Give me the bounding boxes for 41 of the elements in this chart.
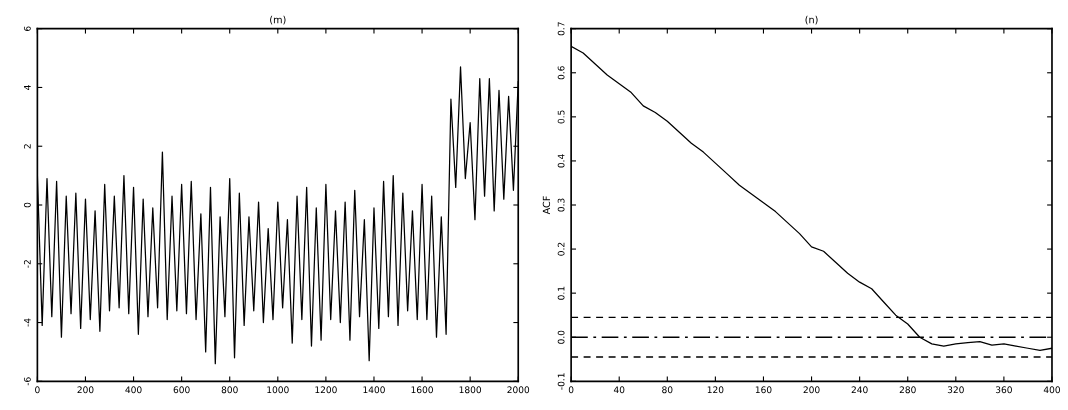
x-tick-label: 400 — [125, 386, 142, 394]
y-tick-label: 6 — [23, 26, 31, 31]
y-tick-label: -4 — [24, 318, 31, 327]
x-tick-label: 1400 — [363, 386, 385, 394]
chart-title: (n) — [805, 15, 818, 25]
y-tick-label: 4 — [24, 85, 31, 90]
x-tick-label: 0 — [35, 386, 40, 394]
x-tick-label: 600 — [173, 386, 190, 394]
y-tick-label: 0.2 — [557, 242, 565, 256]
chart-title: (m) — [270, 15, 286, 25]
y-tick-label: 0.4 — [557, 154, 565, 168]
x-tick-label: 1200 — [315, 386, 337, 394]
x-tick-label: 120 — [707, 386, 724, 394]
x-tick-label: 200 — [803, 386, 820, 394]
x-tick-label: 1000 — [267, 386, 289, 394]
x-tick-label: 1600 — [411, 386, 433, 394]
x-tick-label: 320 — [947, 386, 964, 394]
y-tick-label: 0.3 — [557, 198, 565, 212]
x-tick-label: 280 — [899, 386, 916, 394]
y-tick-label: 2 — [23, 144, 31, 149]
x-tick-label: 800 — [221, 386, 238, 394]
y-tick-label: 0.1 — [557, 286, 565, 300]
x-tick-label: 400 — [1043, 386, 1060, 394]
x-tick-label: 40 — [613, 386, 625, 394]
x-tick-label: 200 — [77, 386, 94, 394]
x-tick-label: 2000 — [507, 386, 530, 394]
y-tick-label: 0.6 — [557, 66, 565, 80]
y-tick-label: 0.0 — [557, 330, 565, 344]
x-tick-label: 360 — [995, 386, 1012, 394]
y-tick-label: 0.7 — [557, 22, 565, 36]
y-tick-label: -0.1 — [557, 373, 565, 390]
y-tick-label: -2 — [23, 260, 31, 268]
x-tick-label: 240 — [851, 386, 868, 394]
y-tick-label: 0 — [23, 202, 31, 208]
y-axis-title: ACF — [542, 196, 551, 215]
x-tick-label: 0 — [568, 386, 574, 394]
x-tick-label: 80 — [662, 386, 673, 394]
y-tick-label: -6 — [23, 377, 31, 386]
x-tick-label: 160 — [755, 386, 772, 394]
x-tick-label: 1800 — [459, 386, 482, 394]
y-tick-label: 0.5 — [557, 110, 565, 124]
